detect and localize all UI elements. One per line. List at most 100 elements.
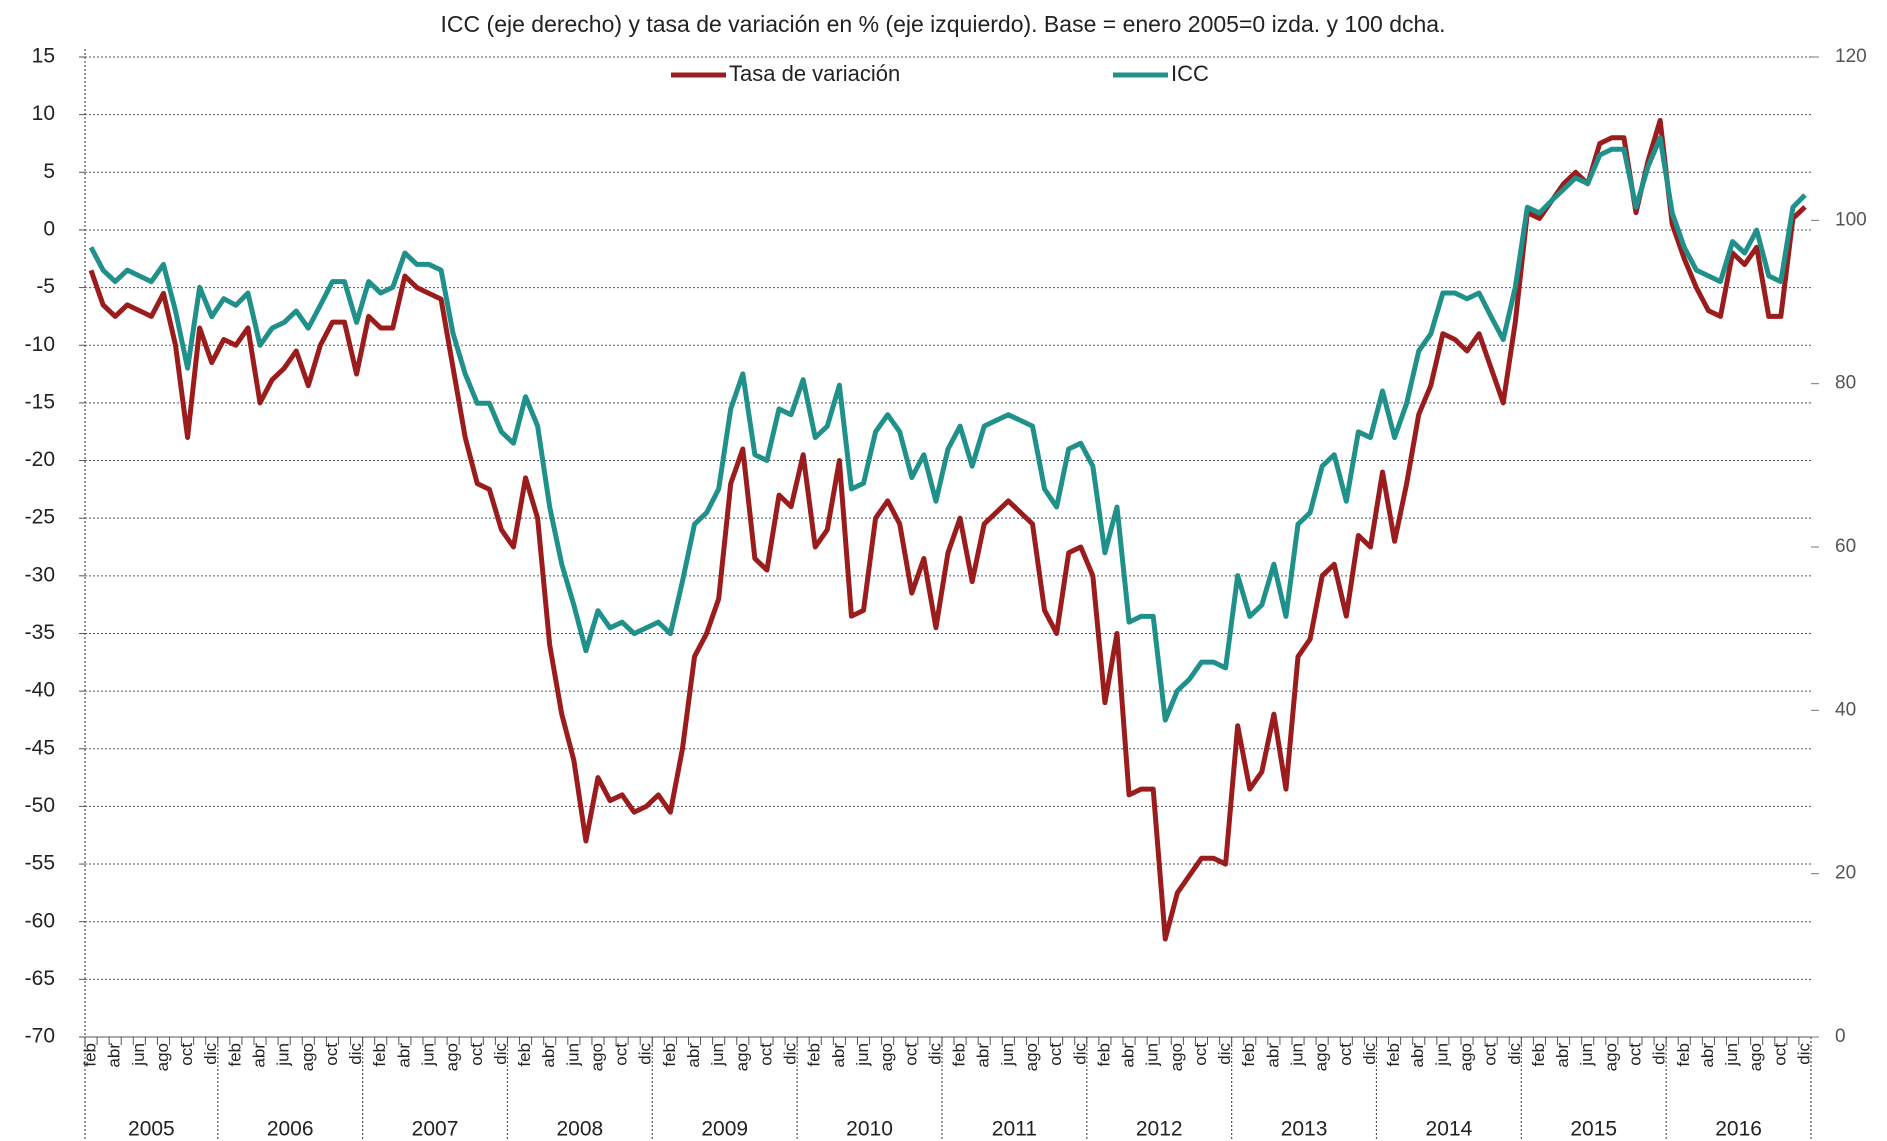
y-tick-label: -45 — [25, 736, 55, 759]
y-tick-label: -10 — [25, 333, 55, 356]
y-tick-label: -25 — [25, 506, 55, 529]
year-label: 2009 — [701, 1118, 748, 1141]
y2-tick-label: 120 — [1835, 46, 1867, 67]
x-tick-label: jun — [998, 1043, 1017, 1067]
x-tick-label: jun — [1722, 1043, 1741, 1067]
year-label: 2008 — [557, 1118, 604, 1141]
y-tick-label: -15 — [25, 390, 55, 413]
x-tick-label: jun — [274, 1043, 293, 1067]
x-tick-label: oct — [1191, 1043, 1210, 1066]
x-tick-label: abr — [249, 1043, 268, 1068]
x-tick-label: abr — [1698, 1043, 1717, 1068]
x-tick-label: dic — [1650, 1043, 1669, 1065]
x-tick-label: feb — [1239, 1043, 1258, 1067]
x-tick-label: feb — [81, 1043, 100, 1067]
x-tick-label: oct — [612, 1043, 631, 1066]
x-tick-label: abr — [394, 1043, 413, 1068]
year-label: 2016 — [1715, 1118, 1762, 1141]
x-tick-label: abr — [684, 1043, 703, 1068]
y2-tick-label: 80 — [1835, 373, 1856, 394]
x-tick-label: jun — [129, 1043, 148, 1067]
year-label: 2011 — [992, 1118, 1037, 1141]
y-tick-label: 0 — [43, 217, 55, 240]
x-tick-label: ago — [1601, 1043, 1620, 1071]
y-tick-label: -55 — [25, 852, 55, 875]
x-tick-label: ago — [1746, 1043, 1765, 1071]
y-tick-label: 10 — [32, 102, 55, 125]
x-tick-label: dic — [1505, 1043, 1524, 1065]
x-tick-label: jun — [1288, 1043, 1307, 1067]
chart-title: ICC (eje derecho) y tasa de variación en… — [441, 11, 1446, 37]
x-tick-label: abr — [539, 1043, 558, 1068]
x-tick-label: dic — [491, 1043, 510, 1065]
x-tick-label: ago — [443, 1043, 462, 1071]
year-label: 2012 — [1136, 1118, 1183, 1141]
y-tick-label: -30 — [25, 563, 55, 586]
x-tick-label: ago — [1022, 1043, 1041, 1071]
x-tick-label: jun — [1143, 1043, 1162, 1067]
y-tick-label: 5 — [43, 160, 55, 183]
x-tick-label: jun — [1577, 1043, 1596, 1067]
x-tick-label: oct — [756, 1043, 775, 1066]
x-tick-label: jun — [853, 1043, 872, 1067]
x-tick-label: feb — [370, 1043, 389, 1067]
x-tick-label: ago — [298, 1043, 317, 1071]
x-tick-label: dic — [636, 1043, 655, 1065]
x-tick-label: oct — [322, 1043, 341, 1066]
x-tick-label: oct — [1625, 1043, 1644, 1066]
x-tick-label: ago — [153, 1043, 172, 1071]
x-tick-label: dic — [1215, 1043, 1234, 1065]
y-tick-label: -50 — [25, 794, 55, 817]
x-tick-label: abr — [105, 1043, 124, 1068]
x-tick-label: abr — [974, 1043, 993, 1068]
y-tick-label: 15 — [32, 45, 55, 68]
x-tick-label: jun — [563, 1043, 582, 1067]
x-tick-label: oct — [177, 1043, 196, 1066]
x-tick-label: feb — [225, 1043, 244, 1067]
series-line — [88, 135, 1807, 723]
x-tick-label: jun — [708, 1043, 727, 1067]
x-tick-label: feb — [1529, 1043, 1548, 1067]
y-tick-label: -5 — [36, 275, 55, 298]
x-tick-label: ago — [587, 1043, 606, 1071]
year-label: 2010 — [846, 1118, 893, 1141]
y-tick-label: -35 — [25, 621, 55, 644]
x-tick-label: feb — [1674, 1043, 1693, 1067]
x-tick-label: dic — [925, 1043, 944, 1065]
x-tick-label: abr — [1408, 1043, 1427, 1068]
x-tick-label: jun — [1432, 1043, 1451, 1067]
legend-label: ICC — [1171, 61, 1209, 86]
x-tick-label: oct — [1481, 1043, 1500, 1066]
y2-tick-label: 0 — [1835, 1026, 1846, 1047]
x-tick-label: ago — [732, 1043, 751, 1071]
x-tick-label: dic — [781, 1043, 800, 1065]
y2-tick-label: 100 — [1835, 209, 1867, 230]
x-tick-label: dic — [1070, 1043, 1089, 1065]
x-tick-label: ago — [1312, 1043, 1331, 1071]
x-tick-label: dic — [1360, 1043, 1379, 1065]
year-label: 2015 — [1570, 1118, 1617, 1141]
y-tick-label: -20 — [25, 448, 55, 471]
x-tick-label: feb — [950, 1043, 969, 1067]
y2-tick-label: 60 — [1835, 536, 1856, 557]
x-tick-label: oct — [901, 1043, 920, 1066]
x-tick-label: dic — [201, 1043, 220, 1065]
x-tick-label: oct — [1770, 1043, 1789, 1066]
series-line — [88, 117, 1807, 942]
legend-label: Tasa de variación — [729, 61, 900, 86]
year-label: 2014 — [1426, 1118, 1473, 1141]
y2-tick-label: 20 — [1835, 863, 1856, 884]
x-tick-label: dic — [1794, 1043, 1813, 1065]
year-label: 2013 — [1281, 1118, 1328, 1141]
x-tick-label: dic — [346, 1043, 365, 1065]
x-tick-label: jun — [418, 1043, 437, 1067]
y-tick-label: -70 — [25, 1025, 55, 1048]
x-tick-label: feb — [805, 1043, 824, 1067]
x-tick-label: ago — [1167, 1043, 1186, 1071]
x-tick-label: abr — [1553, 1043, 1572, 1068]
year-label: 2007 — [412, 1118, 459, 1141]
x-tick-label: oct — [1336, 1043, 1355, 1066]
year-label: 2005 — [128, 1118, 175, 1141]
x-tick-label: feb — [515, 1043, 534, 1067]
